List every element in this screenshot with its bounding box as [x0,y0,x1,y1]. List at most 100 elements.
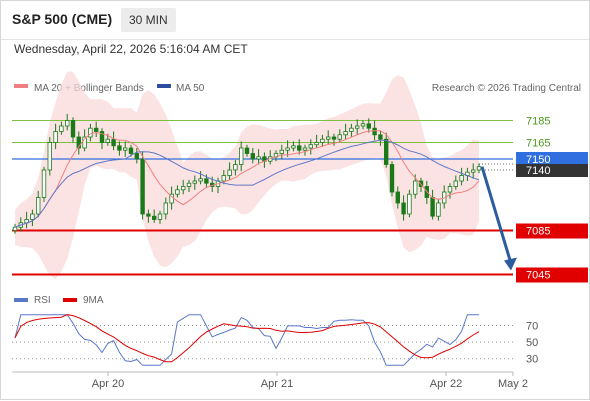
candle-body [105,138,110,143]
x-tick-label: Apr 20 [92,378,124,390]
candle-body [59,125,64,132]
candle-body [186,182,192,187]
candle-body [12,226,18,231]
candle-body [325,136,331,140]
support-label-box-7045 [516,267,588,283]
forecast-arrow-head [504,257,517,271]
candle-body [279,149,284,154]
rsi-tick-30: 30 [526,354,538,366]
x-tick-label: Apr 22 [430,378,462,390]
candle-body [140,158,145,215]
candle-body [285,147,290,151]
ma50-legend-label: MA 50 [176,83,205,94]
datetime-label: Wednesday, April 22, 2026 5:16:04 AM CET [14,42,248,56]
candle-body [227,169,232,176]
candle-body [430,197,435,217]
candle-body [453,180,458,187]
candle-body [314,142,319,146]
candle-body [151,215,157,220]
candle-body [99,131,105,143]
candle-body [366,123,371,129]
candle-body [88,127,93,138]
rsi-tick-50: 50 [526,337,538,349]
candle-body [349,127,354,132]
ma20-line [14,130,480,228]
rsi-ma-legend-swatch [63,298,77,302]
rsi-tick-70: 70 [526,320,538,332]
candle-body [204,178,209,184]
candle-body [256,156,261,160]
candle-body [238,147,244,165]
rsi-ma-line [14,314,480,363]
candle-body [470,169,476,173]
candle-body [459,175,464,182]
candle-body [389,164,395,193]
resistance-label-7165: 7165 [526,138,550,150]
candle-body [343,131,348,136]
candle-body [360,123,366,127]
candle-body [134,153,139,160]
candle-body [128,147,134,154]
candle-body [175,189,180,195]
x-tick-label: May 2 [498,378,528,390]
candle-body [70,120,76,138]
candle-body [331,136,337,140]
candle-body [47,142,52,171]
candle-body [302,147,308,151]
rsi-legend-label: RSI [34,295,51,306]
symbol-title: S&P 500 (CME) [12,11,113,27]
candle-body [198,178,203,182]
candle-body [180,186,186,191]
support-label-7045: 7045 [526,270,550,282]
candle-body [233,164,238,171]
candle-body [476,166,482,171]
candle-body [94,127,99,132]
candle-body [244,147,250,154]
rsi-ma-legend-label: 9MA [83,295,104,306]
candle-body [250,153,255,160]
ma50-line [14,139,480,228]
candle-body [372,127,377,136]
credit-label: Research © 2026 Trading Central [432,83,581,94]
support-label-box-7085 [516,223,588,239]
candle-body [117,145,122,151]
candle-body [111,138,116,147]
candle-body [192,180,197,184]
candle-body [308,144,313,149]
current-price-label: 7140 [526,165,550,177]
candle-body [291,145,296,149]
candle-body [320,138,325,143]
candle-body [401,202,406,215]
rsi-legend-swatch [14,298,28,302]
x-tick-label: Apr 21 [261,378,293,390]
chart-header: S&P 500 (CME) 30 MIN [1,1,589,40]
ma20-legend-swatch [14,84,28,88]
candle-body [407,193,412,215]
rsi-line [14,314,479,366]
candle-body [41,169,47,198]
candle-body [383,138,389,165]
timeframe-button[interactable]: 30 MIN [121,8,176,32]
ma50-legend-swatch [157,84,171,88]
candle-body [157,213,163,220]
candle-body [146,213,151,217]
candle-body [76,136,81,149]
candle-body [221,175,226,182]
candle-body [296,145,302,151]
resistance-label-7185: 7185 [526,116,550,128]
candle-body [395,191,400,204]
candle-body [30,213,35,220]
candle-body [447,186,453,193]
pivot-label-box [516,152,588,166]
candle-body [436,202,441,217]
forecast-arrow-shaft [480,166,513,264]
candle-body [123,147,128,151]
candle-body [65,120,70,127]
candle-body [163,202,168,215]
pivot-label-7150: 7150 [526,154,550,166]
current-price-box [516,164,588,177]
candle-body [378,134,383,140]
bollinger-band [15,71,479,280]
